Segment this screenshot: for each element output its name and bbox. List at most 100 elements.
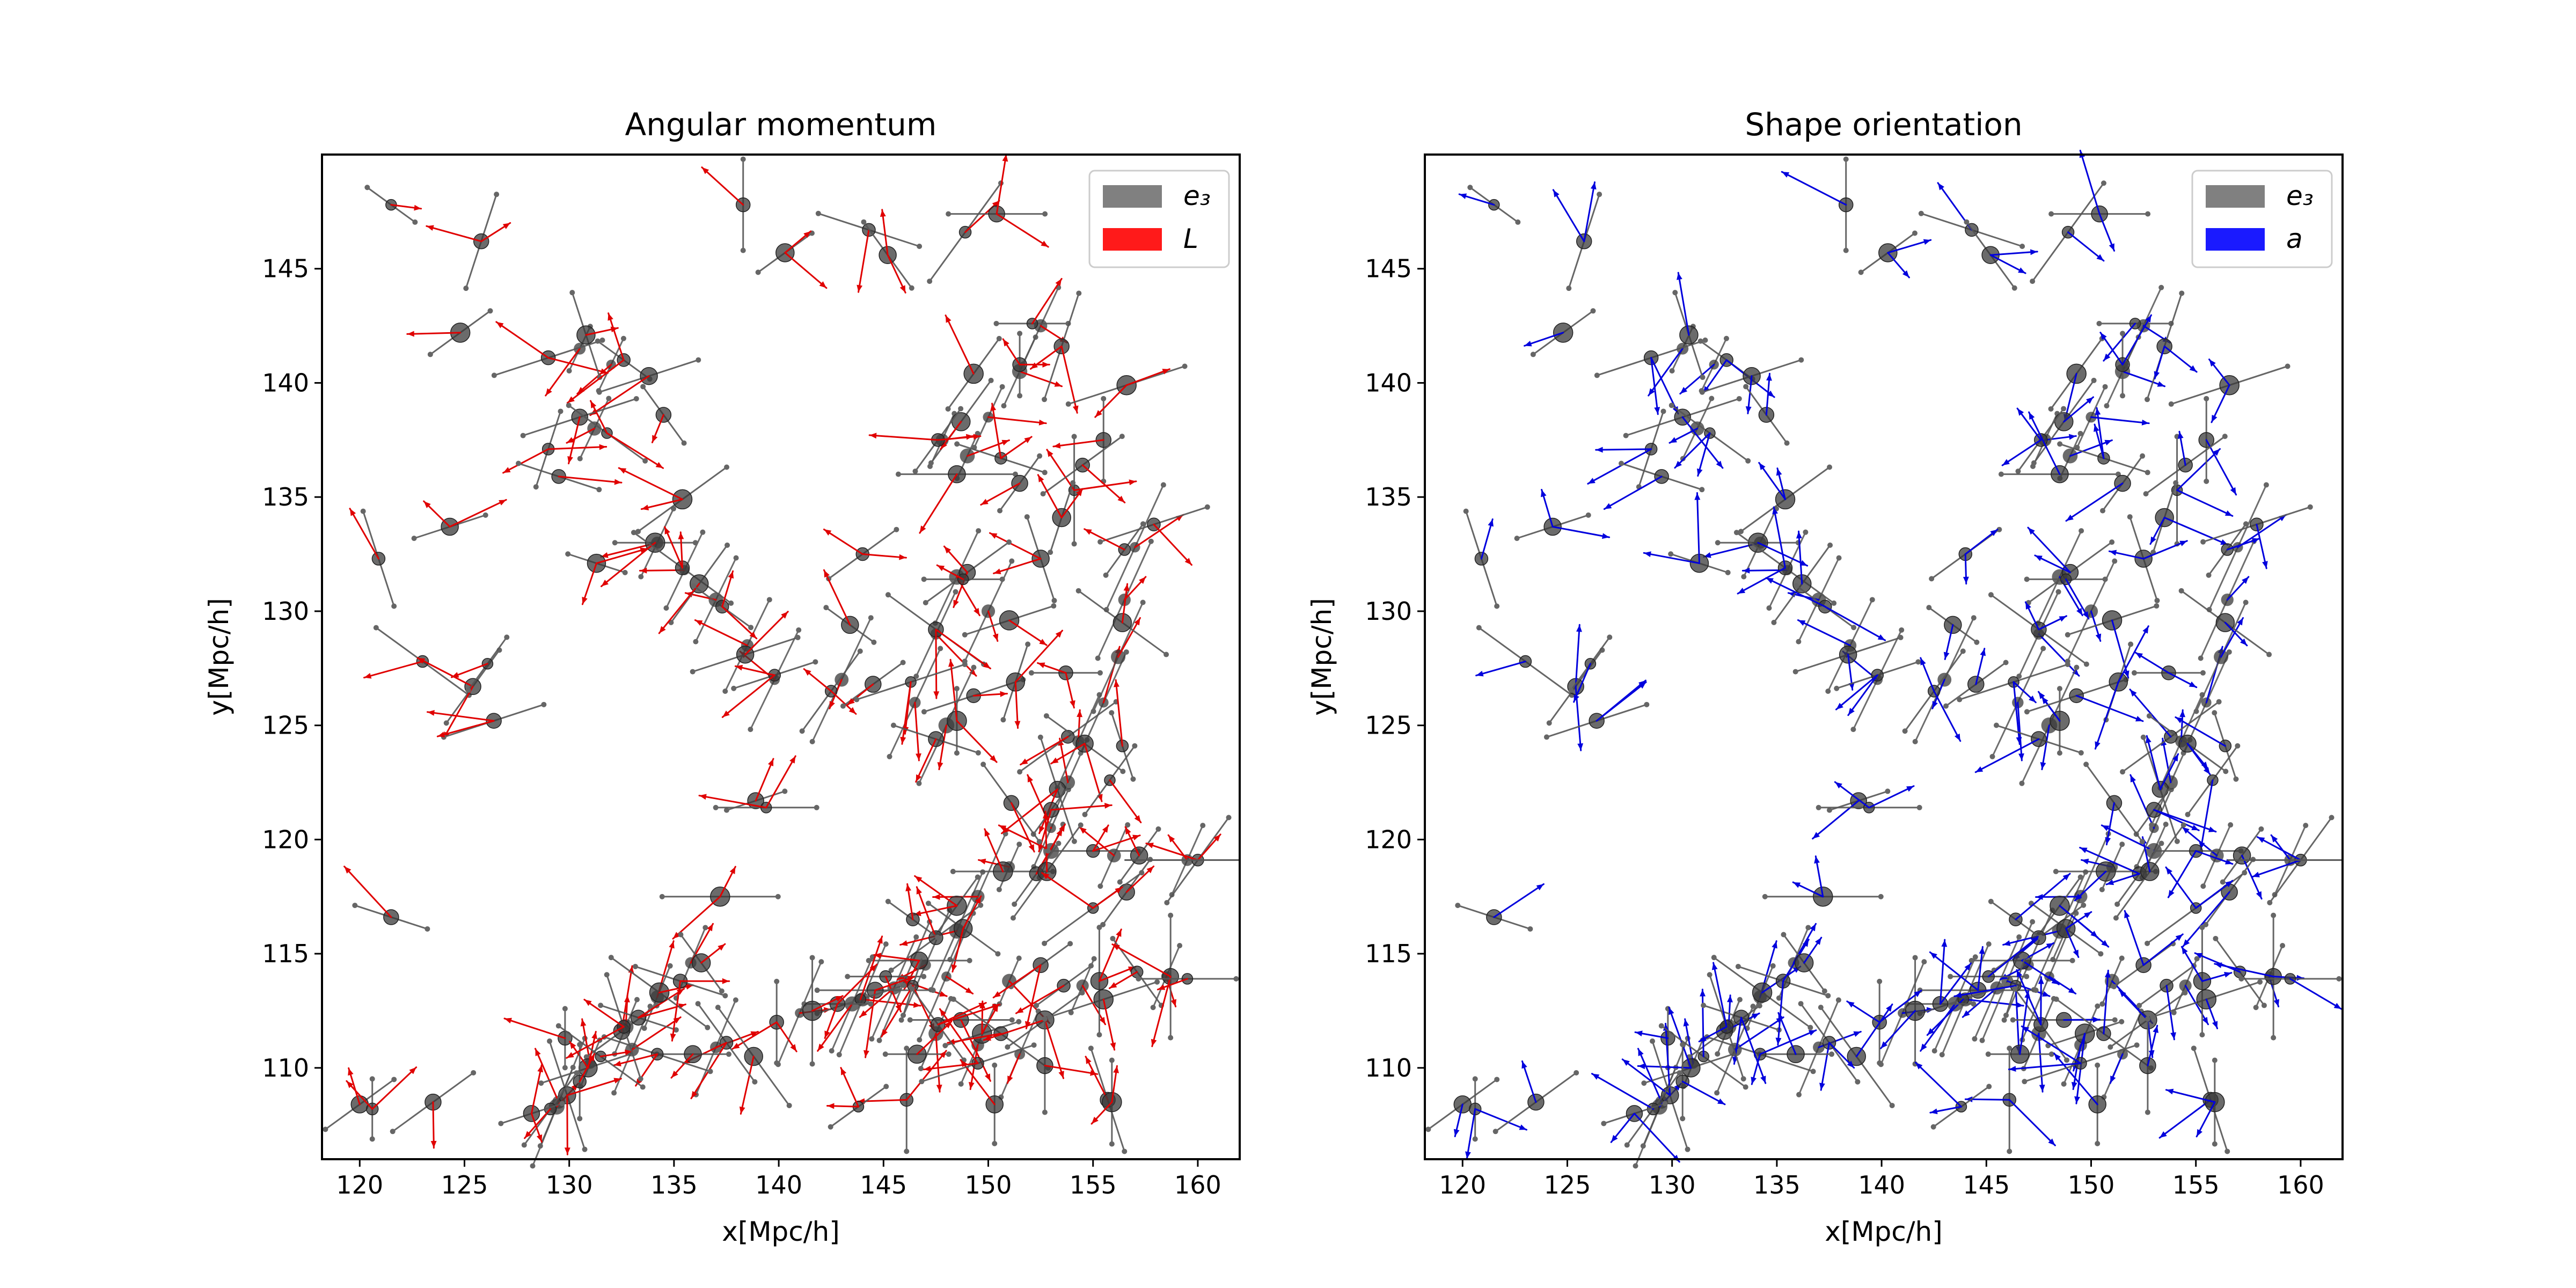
e3-endpoint — [1071, 434, 1077, 440]
e3-endpoint — [516, 460, 522, 466]
vector-arrow-head — [2102, 825, 2110, 831]
vector-arrow — [966, 439, 1010, 457]
e3-endpoint — [1834, 685, 1840, 691]
e3-endpoint — [2102, 576, 2108, 582]
e3-endpoint — [2228, 822, 2234, 828]
vector-arrow-head — [1920, 1043, 1927, 1051]
e3-endpoint — [2266, 652, 2272, 657]
vector-arrow-head — [835, 996, 843, 1002]
e3-endpoint — [796, 627, 802, 633]
e3-endpoint — [2030, 279, 2036, 284]
vector-arrow-head — [1042, 361, 1050, 368]
vector-arrow-head — [1738, 588, 1746, 594]
e3-endpoint — [919, 953, 925, 959]
vector-arrow-head — [1635, 1030, 1643, 1037]
vector-arrow — [2129, 689, 2172, 738]
e3-endpoint — [1122, 1148, 1128, 1154]
y-tick-label: 140 — [262, 368, 309, 397]
e3-endpoint — [1139, 870, 1145, 876]
y-tick-label: 120 — [1365, 825, 1412, 854]
e3-endpoint — [465, 687, 471, 693]
vector-arrow-head — [2016, 970, 2023, 978]
e3-endpoint — [1714, 1090, 1720, 1096]
vector-arrow-head — [695, 620, 703, 626]
e3-endpoint — [927, 279, 933, 284]
vector-arrow-head — [707, 924, 713, 932]
vector-arrow — [2121, 314, 2153, 365]
vector-arrow-head — [2059, 616, 2067, 622]
vector-arrow-head — [857, 284, 863, 292]
e3-endpoint — [1042, 1109, 1048, 1115]
e3-endpoint — [885, 592, 891, 598]
vector-arrow-head — [984, 829, 990, 837]
vector-arrow — [1759, 1029, 1817, 1055]
vector-arrow-head — [2262, 561, 2268, 569]
vector-arrow — [913, 905, 958, 916]
e3-endpoint — [868, 1001, 874, 1007]
e3-endpoint — [2030, 919, 2036, 925]
vector-arrow-head — [940, 1009, 947, 1016]
e3-endpoint — [887, 753, 892, 759]
x-tick-label: 125 — [1544, 1170, 1591, 1199]
vector-arrow — [987, 416, 1047, 425]
vector-arrow-head — [423, 501, 431, 508]
vector-arrow-head — [2225, 881, 2233, 888]
vector-arrow — [432, 1101, 435, 1149]
vector-arrow-head — [916, 753, 921, 760]
e3-endpoint — [2145, 211, 2151, 217]
e3-endpoint — [1091, 708, 1096, 714]
e3-endpoint — [1546, 720, 1552, 726]
vector-arrow-head — [1880, 1041, 1888, 1049]
x-tick-label: 160 — [1174, 1170, 1221, 1199]
e3-endpoint — [541, 701, 547, 707]
vector-arrow — [945, 314, 975, 375]
vector-arrow-head — [2333, 1002, 2341, 1009]
vector-arrow-head — [641, 504, 649, 510]
vector-arrow — [784, 252, 828, 289]
vector-arrow-head — [2123, 670, 2129, 678]
e3-endpoint — [2174, 838, 2180, 844]
vector-arrow-head — [1109, 982, 1117, 989]
vector-arrow — [1044, 1065, 1099, 1075]
e3-endpoint — [1700, 375, 1706, 380]
e3-endpoint — [904, 1045, 910, 1051]
e3-endpoint — [2016, 934, 2022, 940]
vector-arrow-head — [2256, 891, 2262, 899]
e3-endpoint — [724, 464, 730, 470]
e3-endpoint — [1031, 1042, 1037, 1048]
e3-endpoint — [1816, 804, 1821, 810]
vector-arrow-head — [1752, 1013, 1760, 1020]
e3-endpoint — [1036, 839, 1042, 845]
e3-endpoint — [2033, 987, 2039, 993]
e3-endpoint — [1650, 1038, 1656, 1044]
e3-endpoint — [1735, 963, 1741, 969]
e3-endpoint — [463, 286, 469, 291]
vector-arrow — [1111, 943, 1172, 978]
e3-endpoint — [696, 357, 701, 363]
e3-endpoint — [1738, 529, 1744, 535]
vector-arrow-head — [968, 1082, 975, 1089]
e3-endpoint — [1009, 558, 1015, 564]
vector-arrow-head — [2197, 1129, 2202, 1137]
e3-endpoint — [904, 1148, 910, 1154]
vector-arrow — [1777, 1012, 1797, 1055]
vector-arrow — [618, 467, 684, 500]
y-axis-label: y[Mpc/h] — [203, 598, 235, 716]
vector-arrow-head — [881, 1029, 888, 1037]
e3-endpoint — [425, 926, 430, 932]
e3-endpoint — [2012, 986, 2018, 992]
vector-arrow-head — [2135, 652, 2143, 659]
vector-arrow-head — [524, 1131, 532, 1138]
vector-arrow — [1820, 1042, 1830, 1091]
vector-arrow — [1643, 552, 1700, 565]
vector-arrow — [1084, 743, 1103, 802]
e3-endpoint — [1226, 815, 1232, 821]
vector-arrow-head — [992, 633, 999, 641]
vector-arrow-head — [1930, 952, 1937, 959]
vector-arrow-head — [619, 468, 627, 474]
vector-arrow-head — [1914, 990, 1921, 997]
vector-arrow-head — [722, 978, 729, 984]
e3-endpoint — [533, 484, 539, 490]
vector-arrow-head — [2074, 1096, 2080, 1104]
e3-endpoint — [1985, 1051, 1991, 1057]
